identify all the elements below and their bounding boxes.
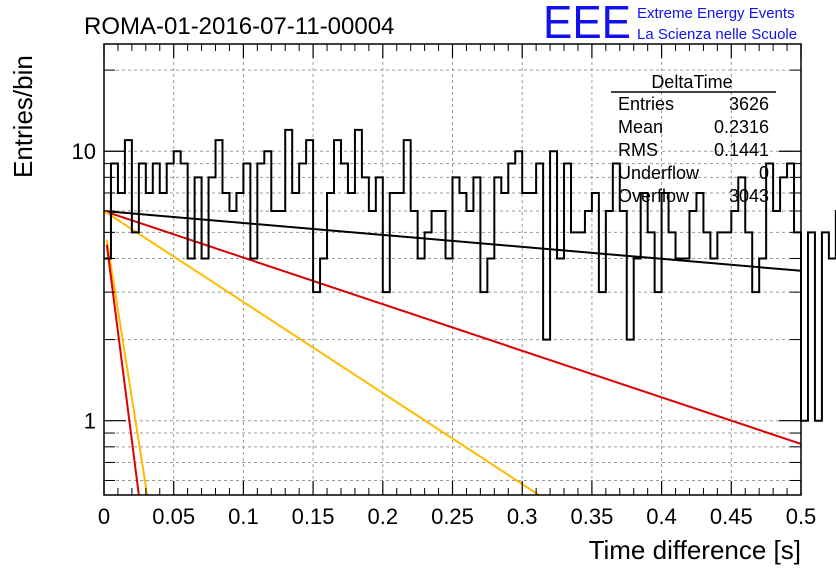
x-tick-label: 0.15	[292, 504, 335, 529]
x-tick-label: 0.45	[710, 504, 753, 529]
fit-curve	[105, 244, 140, 496]
y-tick-label: 1	[84, 409, 96, 434]
stats-row-label: Underflow	[618, 163, 700, 183]
fit-curve	[103, 210, 540, 496]
x-tick-label: 0.35	[570, 504, 613, 529]
x-tick-label: 0.3	[507, 504, 538, 529]
stats-row-value: 0.1441	[714, 140, 769, 160]
y-tick-label: 10	[72, 139, 96, 164]
histogram-outline	[104, 128, 836, 422]
logo-line-1: Extreme Energy Events	[637, 5, 795, 22]
stats-row-value: 3626	[729, 94, 769, 114]
eee-logo: EEE	[543, 0, 631, 48]
logo-line-2: La Scienza nelle Scuole	[637, 26, 797, 43]
stats-row-label: RMS	[618, 140, 658, 160]
x-tick-label: 0.2	[368, 504, 399, 529]
fit-curves	[103, 210, 802, 496]
fit-curve	[105, 239, 149, 496]
stats-row-label: Mean	[618, 117, 663, 137]
x-tick-label: 0.25	[431, 504, 474, 529]
x-tick-label: 0.5	[786, 504, 817, 529]
x-axis-label: Time difference [s]	[589, 535, 801, 565]
x-tick-label: 0.1	[228, 504, 259, 529]
x-tick-label: 0.05	[152, 504, 195, 529]
stats-title: DeltaTime	[651, 72, 732, 92]
y-axis-label: Entries/bin	[8, 55, 38, 178]
x-tick-label: 0	[98, 504, 110, 529]
stats-row-value: 0.2316	[714, 117, 769, 137]
axes: 0 0.05 0.1 0.15 0.2 0.25 0.3 0.35 0.4 0.45 0.5 1 10	[72, 44, 817, 529]
stats-box: DeltaTime Entries 3626 Mean 0.2316 RMS 0.1441…	[611, 72, 776, 206]
chart-title: ROMA-01-2016-07-11-00004	[84, 13, 394, 40]
x-tick-label: 0.4	[646, 504, 677, 529]
stats-row-value: 3043	[729, 186, 769, 206]
stats-row-label: Overflow	[618, 186, 690, 206]
fit-curve	[103, 210, 802, 445]
stats-row-label: Entries	[618, 94, 674, 114]
stats-row-value: 0	[759, 163, 769, 183]
